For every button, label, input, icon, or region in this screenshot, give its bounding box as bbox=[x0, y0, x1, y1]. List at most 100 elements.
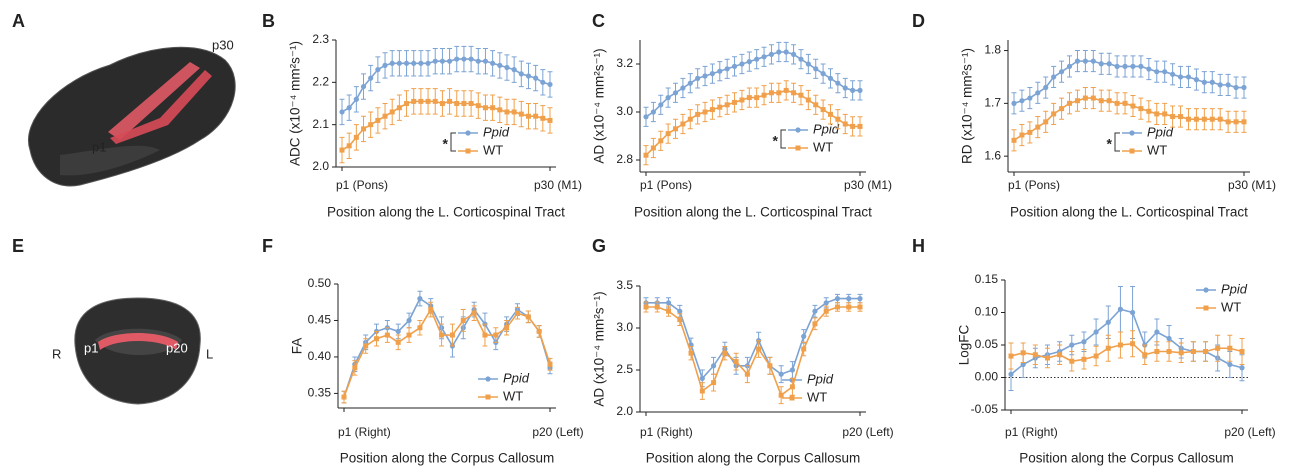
error-bars bbox=[643, 80, 863, 166]
data-point bbox=[1146, 66, 1152, 72]
y-tick-label: 0.45 bbox=[308, 313, 332, 327]
data-point bbox=[1190, 349, 1196, 354]
x-tick-label: p1 (Pons) bbox=[336, 178, 388, 192]
data-point bbox=[482, 58, 489, 64]
data-point bbox=[536, 328, 542, 334]
data-point bbox=[1154, 111, 1160, 117]
data-point bbox=[820, 71, 826, 77]
data-point bbox=[1130, 103, 1136, 109]
data-point bbox=[1117, 306, 1124, 312]
data-point bbox=[1178, 350, 1184, 356]
image-label: p20 bbox=[166, 340, 188, 355]
legend-marker bbox=[485, 376, 491, 382]
data-point bbox=[353, 134, 359, 140]
data-point bbox=[375, 67, 381, 73]
data-point bbox=[711, 380, 717, 386]
data-point bbox=[823, 300, 829, 306]
significance-star: * bbox=[773, 133, 779, 149]
data-point bbox=[658, 138, 664, 144]
y-tick-label: 3.0 bbox=[616, 320, 633, 334]
data-point bbox=[1019, 132, 1025, 138]
y-tick-label: 2.5 bbox=[616, 362, 633, 376]
data-point bbox=[857, 304, 863, 310]
y-tick-label: 1.8 bbox=[984, 43, 1001, 57]
data-point bbox=[384, 332, 390, 338]
significance-star: * bbox=[443, 136, 449, 152]
y-tick-label: 2.8 bbox=[616, 152, 633, 166]
data-point bbox=[511, 67, 517, 73]
data-point bbox=[650, 145, 656, 151]
data-point bbox=[1051, 74, 1057, 80]
data-point bbox=[658, 102, 664, 108]
data-point bbox=[1227, 361, 1233, 368]
y-axis-title: LogFC bbox=[957, 324, 972, 365]
data-point bbox=[842, 85, 848, 91]
x-axis-title: Position along the L. Corticospinal Trac… bbox=[1010, 205, 1248, 220]
data-point bbox=[432, 98, 438, 104]
legend-marker bbox=[1129, 130, 1135, 136]
legend-label: WT bbox=[503, 388, 523, 403]
data-point bbox=[1074, 58, 1081, 64]
data-point bbox=[710, 363, 717, 369]
data-point bbox=[439, 58, 446, 64]
data-point bbox=[525, 73, 532, 79]
data-point bbox=[475, 103, 481, 109]
data-point bbox=[1146, 108, 1152, 114]
data-point bbox=[1090, 95, 1096, 101]
data-point bbox=[417, 325, 423, 331]
data-point bbox=[346, 143, 352, 149]
sagittal-brain-image bbox=[28, 46, 236, 187]
data-point bbox=[1074, 98, 1080, 104]
x-tick-label: p30 (M1) bbox=[844, 178, 892, 192]
data-point bbox=[1193, 116, 1199, 122]
panel-letter: D bbox=[912, 11, 925, 31]
data-point bbox=[1225, 119, 1231, 125]
data-point bbox=[1057, 352, 1063, 358]
data-point bbox=[1105, 345, 1111, 351]
series-line bbox=[1013, 97, 1244, 141]
x-tick-label: p1 (Right) bbox=[338, 425, 391, 439]
data-point bbox=[1043, 119, 1049, 125]
data-point bbox=[1106, 98, 1112, 104]
data-point bbox=[1011, 100, 1017, 106]
data-point bbox=[857, 87, 863, 93]
data-point bbox=[1058, 69, 1065, 75]
data-point bbox=[361, 126, 367, 132]
data-point bbox=[406, 332, 412, 338]
legend-label: WT bbox=[807, 389, 827, 404]
image-label: p30 bbox=[212, 37, 234, 52]
y-tick-label: 2.1 bbox=[312, 117, 329, 131]
data-point bbox=[490, 105, 496, 111]
data-point bbox=[1154, 69, 1160, 75]
data-point bbox=[1098, 61, 1104, 67]
data-point bbox=[406, 317, 412, 324]
data-point bbox=[680, 85, 686, 91]
data-point bbox=[1051, 111, 1057, 117]
x-axis-title: Position along the Corpus Callosum bbox=[340, 451, 555, 466]
data-point bbox=[1227, 345, 1233, 351]
data-point bbox=[339, 147, 345, 153]
data-point bbox=[665, 95, 671, 101]
data-point bbox=[724, 66, 730, 72]
line-chart: -0.05 0.00 0.05 0.10 0.15 p1 (Right) p20 (Left… bbox=[957, 272, 1276, 465]
error-bars bbox=[339, 45, 553, 126]
y-tick-label: 2.0 bbox=[312, 159, 329, 173]
data-point bbox=[540, 115, 546, 121]
data-point bbox=[389, 109, 395, 115]
data-point bbox=[1008, 353, 1014, 359]
data-point bbox=[461, 101, 467, 106]
panel-letter: G bbox=[592, 236, 606, 256]
data-point bbox=[475, 58, 481, 64]
data-point bbox=[417, 295, 423, 302]
data-point bbox=[768, 90, 774, 96]
data-point bbox=[439, 332, 445, 338]
data-point bbox=[1020, 350, 1026, 356]
data-point bbox=[1239, 365, 1245, 371]
image-label: p1 bbox=[92, 139, 106, 154]
data-point bbox=[1225, 82, 1231, 88]
y-tick-label: 0.35 bbox=[308, 386, 332, 400]
data-point bbox=[461, 56, 467, 62]
data-point bbox=[805, 97, 811, 103]
data-point bbox=[1093, 329, 1099, 335]
